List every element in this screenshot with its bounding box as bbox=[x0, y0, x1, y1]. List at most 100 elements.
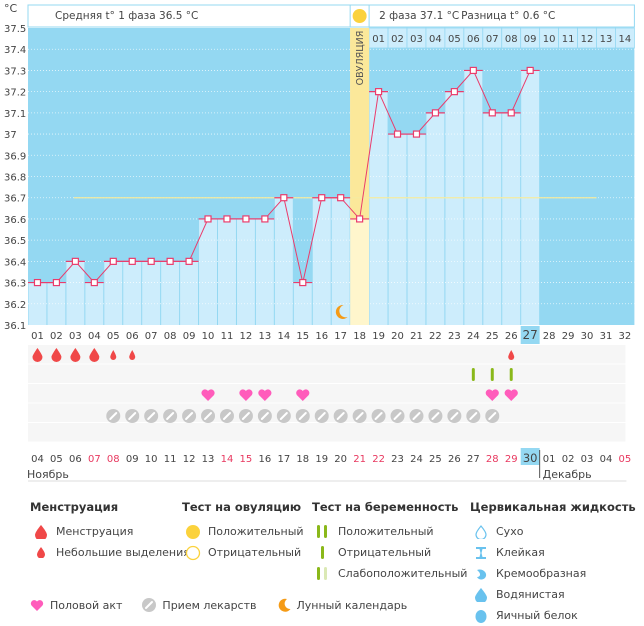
post-ovulation-day-label: 12 bbox=[581, 34, 594, 45]
post-ovulation-day-label: 13 bbox=[600, 34, 613, 45]
y-tick-label: 36.1 bbox=[4, 321, 26, 332]
y-tick-label: 36.3 bbox=[4, 279, 26, 290]
post-ovulation-day-label: 07 bbox=[486, 34, 499, 45]
y-tick-label: 37.5 bbox=[4, 24, 26, 35]
temperature-point bbox=[242, 215, 250, 223]
calendar-date-label: 20 bbox=[334, 454, 347, 465]
temperature-point bbox=[204, 215, 212, 223]
y-tick-label: 37.1 bbox=[4, 109, 26, 120]
calendar-date-label: 01 bbox=[543, 454, 556, 465]
cycle-day-label: 10 bbox=[202, 331, 215, 342]
legend-label: Отрицательный bbox=[208, 546, 302, 559]
temperature-point bbox=[337, 194, 345, 202]
ovulation-negative-icon bbox=[182, 545, 204, 561]
temperature-point bbox=[469, 66, 477, 75]
watery-icon bbox=[470, 587, 492, 602]
pill-icon-stroke bbox=[279, 412, 288, 420]
pill-icon-stroke bbox=[431, 412, 440, 420]
calendar-date-label: 13 bbox=[202, 454, 215, 465]
cycle-day-label: 25 bbox=[486, 331, 499, 342]
y-tick-label: 37 bbox=[4, 130, 17, 141]
temperature-point bbox=[109, 257, 117, 265]
calendar-date-label: 30 bbox=[523, 451, 538, 465]
cycle-day-label: 31 bbox=[600, 331, 613, 342]
temperature-bar bbox=[180, 261, 199, 325]
temperature-point bbox=[147, 257, 155, 265]
legend-label: Отрицательный bbox=[338, 546, 432, 559]
calendar-date-label: 04 bbox=[31, 454, 44, 465]
heart-icon bbox=[30, 599, 44, 612]
month-label: Декабрь bbox=[543, 468, 592, 481]
legend-label: Лунный календарь bbox=[296, 598, 408, 612]
cycle-day-label: 15 bbox=[296, 331, 309, 342]
temperature-point bbox=[374, 88, 383, 96]
calendar-date-label: 09 bbox=[126, 454, 139, 465]
temperature-bar bbox=[199, 218, 217, 325]
cycle-day-label: 28 bbox=[543, 331, 556, 342]
cycle-day-label: 03 bbox=[69, 331, 82, 342]
calendar-date-label: 18 bbox=[296, 454, 309, 465]
ovulation-column-top bbox=[350, 28, 370, 219]
dry-icon bbox=[470, 524, 492, 539]
y-tick-label: 36.9 bbox=[4, 151, 26, 162]
calendar-date-label: 15 bbox=[240, 454, 253, 465]
pill-icon-stroke bbox=[241, 412, 250, 420]
today-date-highlight bbox=[520, 448, 540, 465]
temperature-point bbox=[526, 66, 534, 75]
temperature-point bbox=[33, 278, 42, 287]
pill-icon-stroke bbox=[222, 412, 231, 420]
temperature-point bbox=[431, 109, 440, 117]
phase1-average: Средняя t° 1 фаза 36.5 °C bbox=[55, 10, 198, 22]
temperature-point bbox=[318, 194, 326, 202]
calendar-date-label: 02 bbox=[562, 454, 575, 465]
cycle-day-label: 02 bbox=[50, 331, 63, 342]
calendar-date-label: 07 bbox=[88, 454, 101, 465]
legend-title: Тест на овуляцию bbox=[182, 500, 302, 514]
temperature-point bbox=[128, 257, 136, 265]
cycle-day-label: 14 bbox=[277, 331, 290, 342]
calendar-date-label: 14 bbox=[221, 454, 234, 465]
pill-icon-stroke bbox=[450, 412, 459, 420]
post-ovulation-day-label: 05 bbox=[448, 34, 461, 45]
legend-cervical-fluid: Цервикальная жидкость Сухо Клейкая Кремо… bbox=[470, 500, 636, 626]
calendar-date-label: 11 bbox=[164, 454, 177, 465]
calendar-date-label: 06 bbox=[69, 454, 82, 465]
moon-icon bbox=[277, 598, 291, 612]
temperature-point bbox=[223, 215, 231, 223]
heart-icon bbox=[485, 389, 499, 401]
calendar-date-label: 29 bbox=[505, 454, 518, 465]
temperature-bar bbox=[445, 91, 464, 326]
legend-label: Клейкая bbox=[496, 546, 545, 559]
menstruation-drop-icon bbox=[32, 348, 43, 362]
cycle-day-label: 11 bbox=[221, 331, 234, 342]
y-tick-label: 36.5 bbox=[4, 236, 26, 247]
temperature-point bbox=[52, 278, 61, 287]
y-tick-label: 36.4 bbox=[4, 257, 26, 268]
spotting-drop-icon bbox=[30, 547, 52, 558]
temperature-point bbox=[393, 130, 402, 138]
calendar-date-label: 10 bbox=[145, 454, 158, 465]
pill-icon-stroke bbox=[204, 412, 213, 420]
cycle-day-label: 06 bbox=[126, 331, 139, 342]
legend-pregnancy-test: Тест на беременность Положительный Отриц… bbox=[312, 500, 467, 584]
pill-icon-stroke bbox=[166, 412, 175, 420]
pill-icon-stroke bbox=[317, 412, 326, 420]
temperature-bar bbox=[123, 261, 142, 325]
pill-icon-stroke bbox=[298, 412, 307, 420]
post-ovulation-day-label: 03 bbox=[410, 34, 423, 45]
calendar-date-label: 17 bbox=[277, 454, 290, 465]
ovulation-positive-icon bbox=[182, 524, 204, 540]
temperature-bar bbox=[161, 261, 180, 325]
cycle-day-label: 16 bbox=[315, 331, 328, 342]
legend-label: Прием лекарств bbox=[162, 598, 257, 612]
post-ovulation-day-cell bbox=[615, 27, 635, 49]
calendar-date-label: 21 bbox=[353, 454, 366, 465]
temperature-bar bbox=[47, 282, 66, 325]
pill-icon-stroke bbox=[260, 412, 269, 420]
pill-icon-stroke bbox=[412, 412, 421, 420]
temperature-point bbox=[299, 278, 307, 287]
legend-label: Положительный bbox=[338, 525, 434, 538]
pill-icon-stroke bbox=[488, 412, 497, 420]
calendar-date-label: 25 bbox=[429, 454, 442, 465]
legend-label: Менструация bbox=[56, 525, 134, 538]
